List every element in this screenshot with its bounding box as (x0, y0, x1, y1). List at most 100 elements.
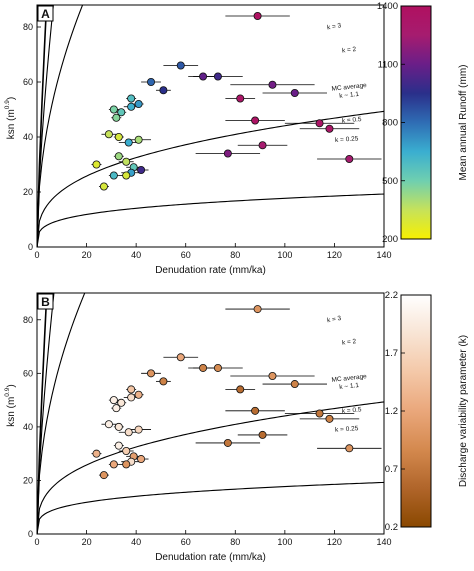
plot-frame (36, 292, 385, 535)
curve-k-3 (37, 481, 384, 534)
data-point (134, 135, 143, 144)
data-point (290, 380, 299, 389)
data-points (91, 11, 382, 191)
panel-letter-box (37, 293, 54, 310)
model-curves (37, 5, 384, 247)
colorbar-tick-label: 0.7 (385, 464, 398, 475)
data-point (92, 160, 101, 169)
data-point (109, 171, 118, 180)
panel-letter: A (41, 7, 50, 21)
panel-letter-box (37, 5, 54, 22)
curve-label: k = 0.5 (342, 406, 363, 415)
colorbar (400, 5, 432, 240)
x-tick-label: 140 (376, 250, 391, 260)
y-tick-label: 60 (23, 77, 33, 87)
colorbar-tick-label: 0.2 (385, 522, 398, 533)
plot-frame (36, 4, 385, 248)
x-tick-label: 20 (82, 250, 92, 260)
curve-label: MC average (331, 82, 367, 93)
colorbar-label: Discharge variability parameter (k) (458, 335, 469, 487)
data-point (114, 441, 123, 450)
data-point (213, 363, 222, 372)
y-tick-label: 0 (28, 242, 33, 252)
data-point (213, 72, 222, 81)
colorbar-tick-label: 1.2 (385, 406, 398, 417)
data-point (134, 390, 143, 399)
curve-label: k = 3 (327, 22, 343, 31)
data-point (258, 141, 267, 150)
curve-label: k ~ 1.1 (339, 382, 360, 391)
data-point (124, 138, 133, 147)
data-point (251, 116, 260, 125)
data-point (112, 113, 121, 122)
data-point (253, 305, 262, 314)
data-points (91, 305, 382, 480)
y-tick-label: 40 (23, 132, 33, 142)
data-point (109, 396, 118, 405)
curve-label: MC average (331, 373, 367, 384)
data-point (159, 377, 168, 386)
y-tick-label: 20 (23, 187, 33, 197)
data-point (122, 171, 131, 180)
y-axis-label: ksn (m0.9) (4, 97, 17, 139)
data-point (104, 130, 113, 139)
data-point (345, 444, 354, 453)
x-tick-label: 60 (181, 250, 191, 260)
y-tick-label: 0 (28, 529, 33, 539)
data-point (134, 100, 143, 109)
data-point (104, 420, 113, 429)
curve-label: k ~ 1.1 (339, 91, 360, 100)
data-point (122, 460, 131, 469)
colorbar (400, 294, 432, 528)
x-tick-label: 0 (34, 537, 39, 547)
curve-label: k = 3 (327, 315, 343, 324)
curve-label: k = 0.25 (335, 135, 359, 144)
data-point (114, 152, 123, 161)
x-tick-label: 80 (230, 250, 240, 260)
data-point (127, 393, 136, 402)
x-axis-label: Denudation rate (mm/ka) (155, 552, 266, 563)
x-tick-label: 40 (131, 250, 141, 260)
colorbar-tick-label: 800 (382, 118, 398, 129)
data-point (114, 422, 123, 431)
data-point (127, 385, 136, 394)
y-axis-label: ksn (m0.9) (4, 384, 17, 426)
data-point (199, 363, 208, 372)
y-tick-label: 60 (23, 368, 33, 378)
x-tick-label: 80 (230, 537, 240, 547)
data-point (253, 11, 262, 20)
data-point (268, 372, 277, 381)
x-tick-label: 120 (327, 250, 342, 260)
data-point (236, 385, 245, 394)
data-point (315, 119, 324, 128)
data-point (176, 353, 185, 362)
data-point (236, 94, 245, 103)
data-point (122, 157, 131, 166)
data-point (137, 165, 146, 174)
curve-k-3 (37, 193, 384, 247)
colorbar-tick-label: 2.2 (385, 290, 398, 301)
colorbar-tick-label: 1100 (378, 59, 398, 70)
data-point (159, 86, 168, 95)
x-axis-label: Denudation rate (mm/ka) (155, 265, 266, 276)
data-point (124, 428, 133, 437)
y-tick-label: 80 (23, 315, 33, 325)
curve-label: k = 0.25 (335, 425, 359, 434)
x-tick-label: 100 (277, 250, 292, 260)
data-point (199, 72, 208, 81)
data-point (127, 102, 136, 111)
data-point (99, 182, 108, 191)
curve-k-2 (37, 401, 384, 534)
x-tick-label: 0 (34, 250, 39, 260)
x-tick-label: 140 (376, 537, 391, 547)
colorbar-tick-label: 1400 (377, 1, 398, 12)
data-point (176, 61, 185, 70)
data-point (99, 471, 108, 480)
data-point (315, 409, 324, 418)
data-point (223, 438, 232, 447)
curve-label: k = 0.5 (342, 116, 363, 125)
colorbar-label: Mean annual Runoff (mm) (458, 65, 469, 181)
